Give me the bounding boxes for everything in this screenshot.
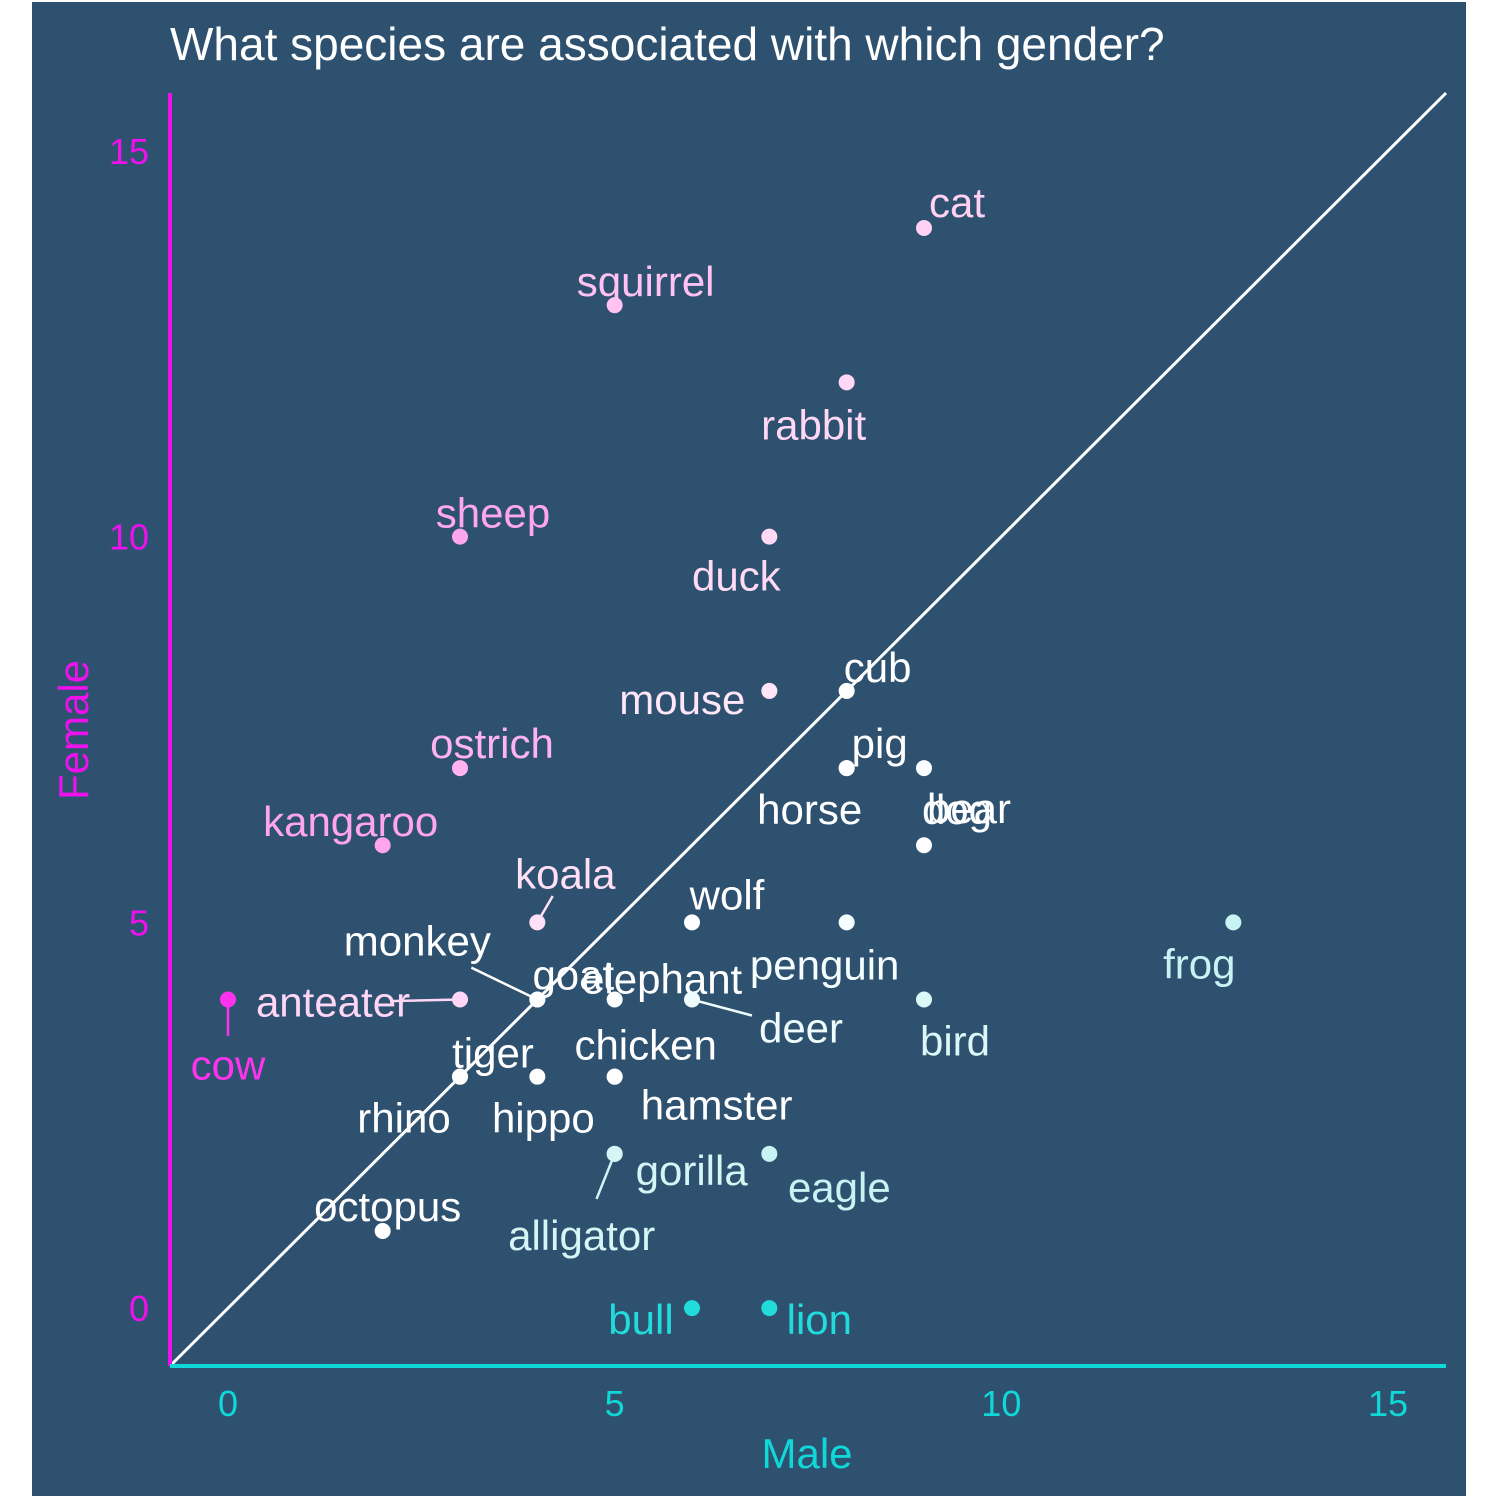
- point-sheep[interactable]: [452, 528, 468, 545]
- point-rhino[interactable]: [452, 1068, 468, 1085]
- point-bird[interactable]: [916, 991, 932, 1008]
- point-label-anteater: anteater: [256, 979, 410, 1026]
- point-rabbit[interactable]: [838, 374, 855, 391]
- point-label-koala: koala: [515, 850, 616, 897]
- label-leader-line: [390, 998, 461, 1003]
- point-bear[interactable]: [916, 837, 932, 854]
- point-cow[interactable]: [220, 991, 236, 1008]
- y-axis-label: Female: [50, 660, 97, 800]
- point-label-chicken: chicken: [574, 1022, 716, 1069]
- point-kangaroo[interactable]: [374, 837, 391, 854]
- point-label-bear: bear: [927, 785, 1011, 832]
- chart-title: What species are associated with which g…: [170, 18, 1165, 70]
- point-hippo[interactable]: [529, 1068, 546, 1085]
- point-horse[interactable]: [838, 760, 855, 777]
- diagonal-reference-line: [168, 91, 1448, 1368]
- y-tick-label: 0: [129, 1288, 149, 1329]
- point-cub[interactable]: [838, 682, 855, 699]
- point-label-tiger: tiger: [452, 1030, 534, 1077]
- x-axis-label: Male: [761, 1430, 852, 1477]
- y-tick-label: 15: [109, 131, 149, 172]
- point-label-kangaroo: kangaroo: [263, 798, 438, 845]
- point-penguin[interactable]: [838, 914, 855, 931]
- point-frog[interactable]: [1225, 914, 1242, 931]
- point-cat[interactable]: [916, 220, 932, 237]
- point-koala[interactable]: [529, 914, 546, 931]
- label-leader-line: [470, 966, 538, 1001]
- point-label-bull: bull: [608, 1296, 673, 1343]
- point-label-cat: cat: [929, 179, 985, 226]
- point-label-frog: frog: [1163, 940, 1235, 987]
- point-lion[interactable]: [761, 1300, 778, 1317]
- point-label-octopus: octopus: [314, 1183, 461, 1230]
- point-label-gorilla: gorilla: [636, 1147, 749, 1194]
- point-label-rhino: rhino: [357, 1095, 450, 1142]
- point-hamster[interactable]: [606, 1068, 623, 1085]
- point-label-hippo: hippo: [492, 1095, 595, 1142]
- point-label-deer: deer: [759, 1005, 843, 1052]
- point-label-pig: pig: [852, 720, 908, 767]
- point-ostrich[interactable]: [452, 760, 468, 777]
- point-label-cub: cub: [844, 644, 912, 691]
- point-label-duck: duck: [692, 553, 782, 600]
- scatter-chart: What species are associated with which g…: [50, 18, 1448, 1477]
- point-label-squirrel: squirrel: [577, 258, 715, 305]
- point-label-lion: lion: [787, 1296, 852, 1343]
- point-duck[interactable]: [761, 528, 778, 545]
- point-elephant[interactable]: [606, 991, 623, 1008]
- point-octopus[interactable]: [374, 1222, 391, 1239]
- point-goat[interactable]: [529, 991, 546, 1008]
- point-label-wolf: wolf: [689, 871, 765, 918]
- point-label-sheep: sheep: [436, 490, 550, 537]
- point-label-ostrich: ostrich: [430, 720, 554, 767]
- y-tick-label: 5: [129, 902, 149, 943]
- chart-panel: What species are associated with which g…: [32, 2, 1466, 1496]
- point-label-elephant: elephant: [581, 956, 742, 1003]
- plot-area: 0 5 10 15 0 5 10 15 cat squirrel rabbit sheep duck mo…: [109, 91, 1448, 1424]
- y-tick-label: 10: [109, 517, 149, 558]
- label-leader-line: [691, 998, 753, 1017]
- point-deer[interactable]: [684, 991, 700, 1008]
- point-label-rabbit: rabbit: [761, 401, 866, 448]
- label-leader-line: [595, 1153, 616, 1200]
- point-label-bird: bird: [920, 1018, 990, 1065]
- point-label-cow: cow: [191, 1042, 266, 1089]
- x-tick-label: 5: [605, 1383, 625, 1424]
- point-alligator[interactable]: [606, 1145, 623, 1162]
- point-eagle[interactable]: [761, 1145, 778, 1162]
- point-label-dog: dog: [922, 786, 992, 833]
- point-label-mouse: mouse: [619, 676, 745, 723]
- point-anteater[interactable]: [452, 991, 468, 1008]
- point-mouse[interactable]: [761, 682, 778, 699]
- point-label-alligator: alligator: [508, 1212, 655, 1259]
- point-label-penguin: penguin: [750, 941, 899, 988]
- point-label-monkey: monkey: [344, 918, 491, 965]
- x-tick-label: 0: [218, 1383, 238, 1424]
- x-tick-label: 15: [1368, 1383, 1408, 1424]
- point-label-goat: goat: [532, 952, 614, 999]
- point-squirrel[interactable]: [606, 297, 623, 314]
- point-bull[interactable]: [684, 1300, 700, 1317]
- point-dog[interactable]: [916, 760, 932, 777]
- x-tick-label: 10: [981, 1383, 1021, 1424]
- point-label-horse: horse: [757, 786, 862, 833]
- point-wolf[interactable]: [684, 914, 700, 931]
- point-label-hamster: hamster: [641, 1082, 793, 1129]
- point-label-eagle: eagle: [788, 1164, 891, 1211]
